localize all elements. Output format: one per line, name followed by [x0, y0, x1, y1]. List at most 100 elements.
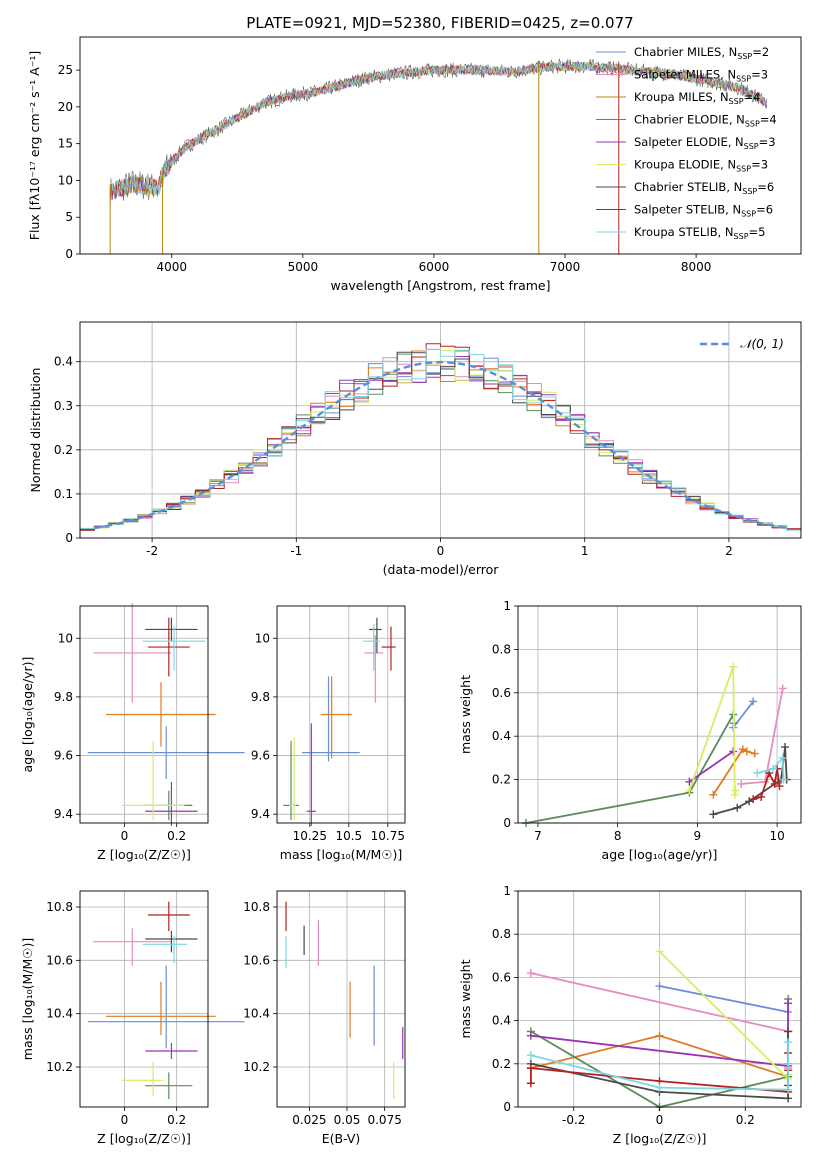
y-tick-label: 0.4	[492, 1014, 511, 1028]
x-tick-label: -2	[146, 544, 158, 558]
age-vs-mass-panel: 10.25 10.5 10.75 9.4 9.6 9.8 10 mass [log₁₀(M/M…	[251, 605, 406, 862]
mass-weight-marker	[685, 786, 694, 795]
x-tick-label: 0.075	[367, 1113, 401, 1127]
y-tick-label: 9.8	[251, 690, 270, 704]
y-tick-label: 1	[503, 599, 511, 613]
y-tick-label: 0.4	[54, 355, 73, 369]
mass-weight-marker	[784, 1059, 793, 1068]
errorbar-point	[142, 626, 206, 671]
x-tick-label: 2	[725, 544, 733, 558]
axes-layer: 4000 5000 6000 7000 8000 0 5 10 15 20 25 wavelength…	[27, 36, 802, 293]
errorbar-point	[147, 617, 190, 677]
mass-weight-marker	[750, 749, 759, 758]
y-tick-label: 9.4	[54, 807, 73, 821]
y-tick-label: 10.2	[46, 1060, 73, 1074]
y-tick-label: 10.4	[46, 1007, 73, 1021]
x-axis-label: Z [log₁₀(Z/Z☉)]	[613, 1131, 707, 1146]
mass-weight-line	[659, 985, 789, 1013]
y-tick-label: 20	[58, 100, 73, 114]
y-tick-label: 0.1	[54, 487, 73, 501]
x-tick-label: 10.5	[335, 829, 362, 843]
x-tick-label: 0	[121, 1113, 129, 1127]
y-tick-label: 0	[503, 816, 511, 830]
mass-weight-marker	[784, 1085, 793, 1094]
mass-weight-marker	[737, 779, 746, 788]
axes-frame	[79, 605, 209, 824]
plot-layer	[87, 603, 245, 826]
mass-weight-marker	[526, 1064, 535, 1073]
mass-weight-marker	[655, 947, 664, 956]
x-tick-label: 0	[437, 544, 445, 558]
x-tick-label: -1	[290, 544, 302, 558]
y-tick-label: 0.6	[492, 970, 511, 984]
axes-layer: -0.2 0 0.2 0 0.2 0.4 0.6 0.8 1 Z [log₁₀(Z/Z☉)] mas…	[458, 884, 802, 1146]
axes-layer: 10.25 10.5 10.75 9.4 9.6 9.8 10 mass [log₁₀(M/M…	[251, 605, 406, 862]
axes-frame	[276, 605, 406, 824]
grid-layer	[518, 605, 801, 824]
mass-weight-vs-age-panel: 7 8 9 10 0 0.2 0.4 0.6 0.8 1 age [log₁₀(age/yr)] ma…	[458, 599, 802, 862]
axes-frame	[79, 36, 802, 255]
mass-weight-line	[525, 711, 735, 824]
mass-weight-marker	[655, 982, 664, 991]
x-tick-label: 4000	[156, 260, 187, 274]
y-axis-label: mass [log₁₀(M/M☉)]	[20, 938, 35, 1060]
y-tick-label: 10.8	[46, 900, 73, 914]
x-tick-label: -0.2	[562, 1113, 585, 1127]
mass-weight-line	[658, 950, 789, 1082]
y-tick-label: 0.3	[54, 399, 73, 413]
mass-weight-marker	[753, 769, 762, 778]
grid-layer	[518, 890, 801, 1108]
y-tick-label: 10	[255, 631, 270, 645]
y-tick-label: 5	[65, 210, 73, 224]
axes-frame	[517, 890, 802, 1108]
axes-frame	[276, 890, 406, 1108]
x-tick-label: 6000	[419, 260, 450, 274]
legend-label: Kroupa STELIB, NSSP=5	[634, 225, 765, 241]
x-tick-label: 0	[121, 829, 129, 843]
y-axis-label: mass weight	[458, 959, 473, 1038]
errorbar-point	[381, 626, 396, 671]
mass-weight-marker	[731, 786, 740, 795]
y-axis-label: mass weight	[458, 675, 473, 754]
y-tick-label: 1	[503, 884, 511, 898]
y-tick-label: 0.4	[492, 729, 511, 743]
legend-label: Salpeter ELODIE, NSSP=3	[634, 135, 776, 151]
y-tick-label: 10	[58, 631, 73, 645]
legend-label: 𝒩(0, 1)	[740, 337, 784, 351]
plot-layer	[521, 662, 791, 827]
mass-weight-line	[688, 750, 734, 783]
mass-weight-marker	[729, 747, 738, 756]
age-vs-metallicity-panel: 0 0.2 9.4 9.6 9.8 10 Z [log₁₀(Z/Z☉)] age [log₁₀…	[20, 603, 245, 862]
errorbar-point	[87, 726, 245, 780]
mass-weight-marker	[730, 790, 739, 799]
x-axis-label: wavelength [Angstrom, rest frame]	[330, 278, 550, 293]
x-axis-label: Z [log₁₀(Z/Z☉)]	[97, 847, 191, 862]
mass-weight-marker	[757, 792, 766, 801]
plot-layer	[87, 901, 245, 1099]
figure-title: PLATE=0921, MJD=52380, FIBERID=0425, z=0…	[246, 14, 633, 32]
errorbar-point	[145, 1072, 193, 1099]
plot-layer	[79, 343, 802, 538]
errorbar-point	[362, 623, 381, 671]
x-tick-label: 0.2	[167, 829, 186, 843]
normal-curve	[94, 360, 787, 530]
errorbar-point	[121, 740, 185, 821]
y-tick-label: 9.6	[251, 749, 270, 763]
x-tick-label: 0.2	[167, 1113, 186, 1127]
x-tick-label: 10	[769, 829, 784, 843]
mass-vs-reddening-panel: 0.025 0.05 0.075 10.2 10.4 10.6 10.8 E(B-V)	[243, 890, 406, 1146]
axes-layer: -2 -1 0 1 2 0 0.1 0.2 0.3 0.4 (data-model)/error No…	[28, 321, 802, 577]
mass-weight-marker	[784, 1038, 793, 1047]
y-tick-label: 10.8	[243, 900, 270, 914]
legend-label: Chabrier STELIB, NSSP=6	[634, 180, 774, 196]
errorbar-point	[306, 723, 317, 826]
mass-weight-marker	[784, 999, 793, 1008]
y-tick-label: 10.6	[46, 953, 73, 967]
y-tick-label: 10.2	[243, 1060, 270, 1074]
mass-weight-line	[712, 748, 756, 796]
x-tick-label: 10.25	[293, 829, 327, 843]
spectrum-line	[110, 61, 768, 200]
x-axis-label: E(B-V)	[322, 1131, 361, 1146]
mass-weight-line	[756, 755, 785, 780]
errorbar-point	[283, 740, 299, 821]
